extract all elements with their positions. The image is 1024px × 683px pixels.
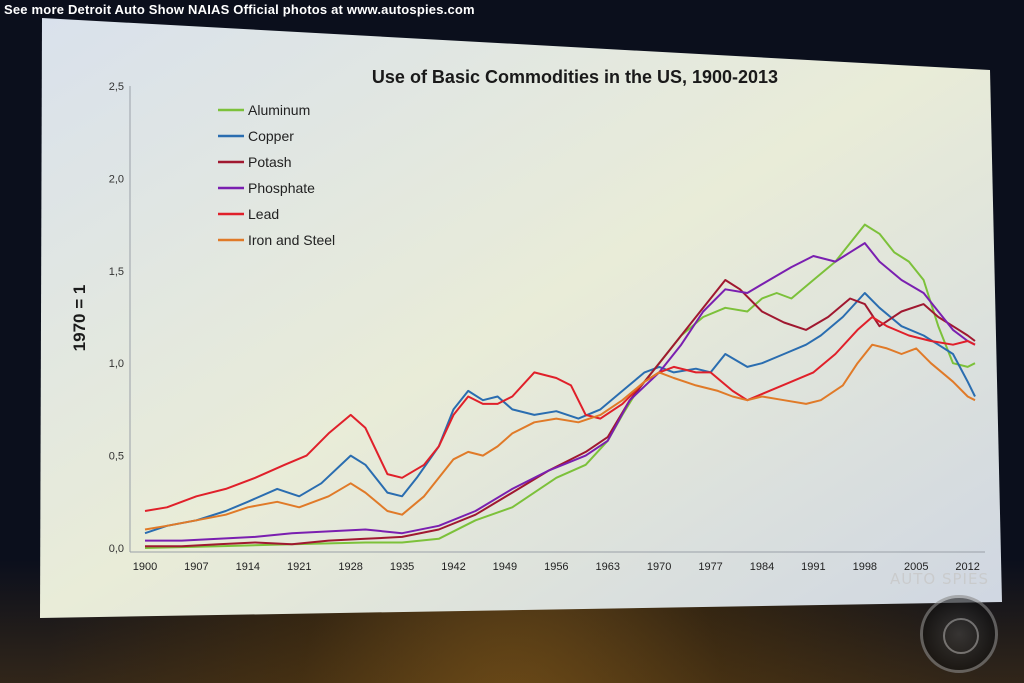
series-line-phosphate (145, 242, 976, 542)
x-tick-label: 1921 (287, 561, 311, 573)
x-tick-label: 1956 (544, 561, 568, 573)
series-line-copper (144, 292, 976, 535)
x-tick-label: 1928 (338, 561, 362, 573)
y-axis-label: 1970 = 1 (70, 285, 89, 352)
x-tick-label: 1935 (390, 561, 414, 573)
series-line-potash (145, 279, 976, 548)
photo-credit: See more Detroit Auto Show NAIAS Officia… (4, 2, 475, 17)
y-tick-label: 2,5 (109, 81, 124, 93)
x-tick-label: 2012 (955, 561, 979, 573)
y-tick-labels: 0,0 0,5 1,0 1,5 2,0 2,5 (109, 81, 124, 555)
legend-label: Lead (248, 206, 279, 222)
screen-surface (40, 18, 1002, 618)
legend-label: Iron and Steel (248, 232, 335, 248)
x-tick-label: 1907 (184, 561, 208, 573)
x-tick-label: 1970 (647, 561, 671, 573)
y-tick-label: 0,0 (109, 543, 124, 555)
series-line-aluminum (144, 223, 976, 549)
x-tick-label: 1900 (133, 561, 157, 573)
x-tick-label: 1949 (493, 561, 517, 573)
x-tick-label: 1977 (698, 561, 722, 573)
series-line-lead (144, 316, 976, 512)
legend-label: Potash (248, 154, 292, 170)
y-tick-label: 0,5 (109, 451, 124, 463)
x-tick-label: 1991 (801, 561, 825, 573)
watermark-logo (920, 595, 998, 673)
x-tick-label: 1914 (236, 561, 260, 573)
x-tick-label: 2005 (904, 561, 928, 573)
watermark-text: AUTO SPIES (890, 570, 989, 588)
x-tick-label: 1963 (596, 561, 620, 573)
y-tick-label: 2,0 (109, 173, 124, 185)
x-tick-label: 1984 (750, 561, 774, 573)
legend-label: Copper (248, 128, 294, 144)
x-tick-label: 1942 (441, 561, 465, 573)
x-tick-label: 1998 (853, 561, 877, 573)
x-tick-labels: 1900 1907 1914 1921 1928 1935 1942 1949 1956 1963… (133, 561, 980, 573)
y-tick-label: 1,0 (109, 358, 124, 370)
legend-label: Aluminum (248, 102, 310, 118)
series-line-iron-steel (144, 343, 976, 531)
legend: Aluminum Copper Potash Phosphate Lead Iron an… (218, 102, 335, 248)
series-lines (144, 223, 976, 549)
chart-title: Use of Basic Commodities in the US, 1900… (372, 67, 778, 87)
y-tick-label: 1,5 (109, 266, 124, 278)
legend-label: Phosphate (248, 180, 315, 196)
